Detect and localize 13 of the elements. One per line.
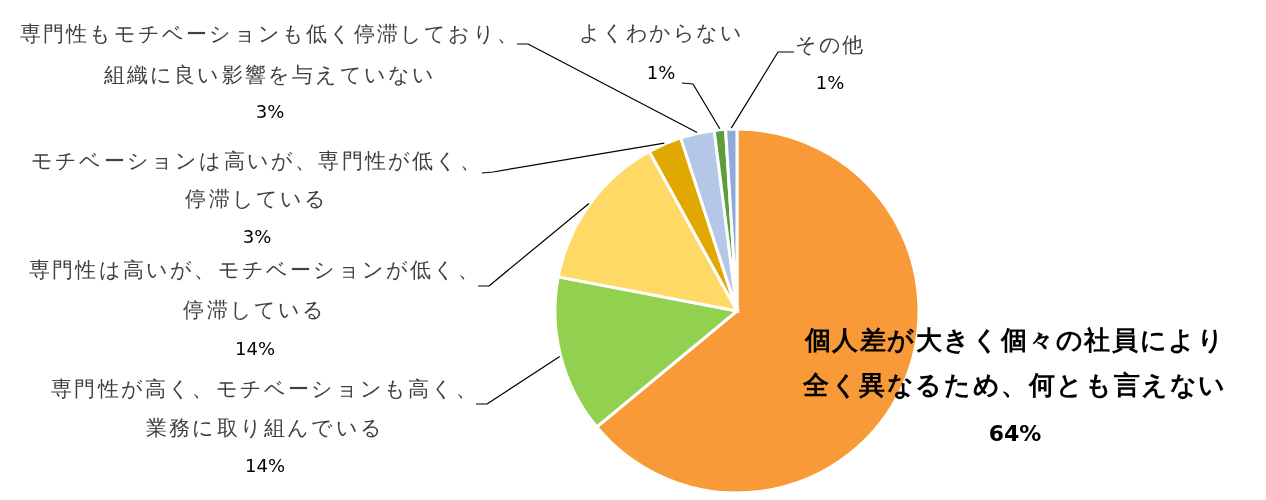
data-label: 1% — [646, 62, 676, 83]
slice-label: その他 — [795, 33, 865, 57]
data-label: 14% — [234, 338, 276, 359]
slice-label: 専門性は高いが、モチベーションが低く、停滞している — [29, 258, 481, 322]
slice-label: 専門性が高く、モチベーションも高く、業務に取り組んでいる — [51, 377, 479, 440]
slice-label: 専門性もモチベーションも低く停滞しており、組織に良い影響を与えていない — [19, 22, 521, 87]
data-label: 64% — [988, 421, 1042, 446]
data-label: 3% — [255, 101, 285, 122]
slice-label: モチベーションは高いが、専門性が低く、停滞している — [31, 149, 483, 211]
data-label: 14% — [244, 455, 286, 476]
data-label: 3% — [242, 226, 272, 247]
slice-label: よくわからない — [578, 21, 744, 45]
data-label: 1% — [815, 72, 845, 93]
